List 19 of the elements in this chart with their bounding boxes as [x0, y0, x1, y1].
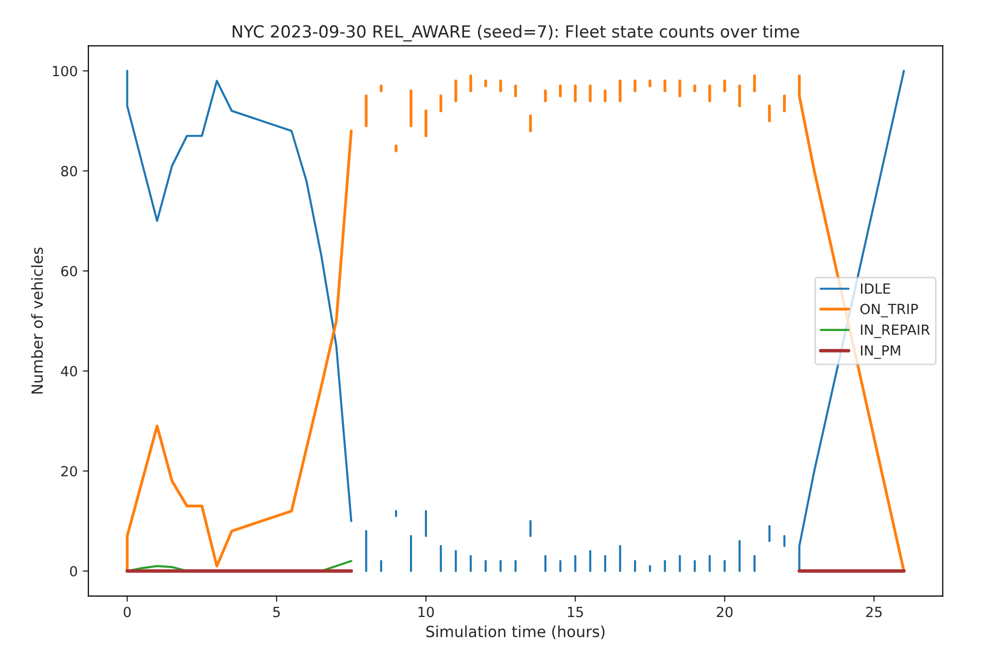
- x-tick-label: 10: [418, 606, 434, 618]
- legend-label: IN_REPAIR: [860, 324, 930, 338]
- y-tick-label: 60: [61, 266, 78, 276]
- y-tick-label: 80: [61, 166, 78, 176]
- x-axis-title: Simulation time (hours): [426, 625, 604, 640]
- y-tick-label: 100: [52, 66, 78, 76]
- legend-label: ON_TRIP: [860, 304, 918, 318]
- y-tick-label: 40: [60, 366, 78, 376]
- y-tick-label: 20: [61, 466, 78, 476]
- x-tick-label: 0: [124, 606, 131, 618]
- x-tick-label: 25: [866, 606, 882, 618]
- legend-label: IN_PM: [860, 345, 900, 359]
- y-axis-title: Number of vehicles: [31, 248, 43, 394]
- legend-label: IDLE: [860, 284, 890, 294]
- x-tick-label: 20: [716, 606, 733, 618]
- y-tick-label: 0: [70, 566, 78, 577]
- x-tick-label: 5: [273, 606, 280, 618]
- x-tick-label: 15: [568, 606, 583, 618]
- chart-title: NYC 2023-09-30 REL_AWARE (seed=7): Fleet state counts over time: [232, 24, 800, 42]
